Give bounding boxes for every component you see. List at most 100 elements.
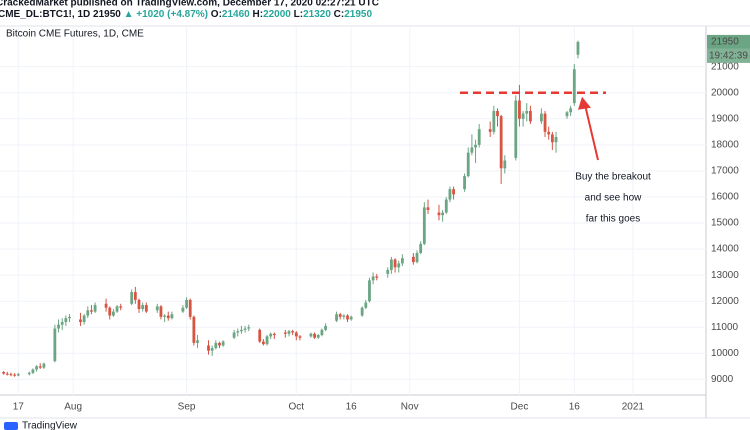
candle-body [210, 348, 214, 351]
candle-body [349, 316, 353, 320]
y-tick-label: 13000 [711, 270, 739, 281]
candle-body [155, 306, 159, 311]
candle-body [247, 327, 251, 329]
candle-body [342, 315, 346, 317]
candle-body [265, 336, 269, 345]
candle-body [543, 113, 547, 132]
candle-body [104, 303, 108, 308]
candle-body [518, 100, 521, 119]
candle-body [130, 292, 134, 304]
candle-body [111, 311, 115, 316]
candle-body [364, 302, 368, 308]
annotation-text: far this goes [586, 214, 640, 225]
candle-body [119, 306, 123, 308]
y-tick-label: 17000 [711, 166, 739, 177]
candle-body [232, 332, 236, 338]
header-part: 21950 [344, 9, 372, 20]
candle-body [547, 131, 551, 135]
candle-body [488, 129, 492, 132]
candle-body [444, 199, 448, 213]
x-tick-label: 17 [13, 402, 25, 413]
candle-body [294, 332, 298, 337]
candle-body [426, 207, 430, 210]
candle-body [539, 113, 543, 122]
candle-body [554, 137, 558, 143]
header-part: 22000 [263, 9, 291, 20]
candle-body [133, 292, 137, 300]
countdown-tag [707, 48, 750, 63]
candle-body [13, 374, 17, 376]
candle-body [57, 324, 60, 329]
candle-body [53, 328, 57, 362]
candle-body [218, 342, 221, 346]
candle-body [411, 256, 415, 263]
candle-body [93, 305, 97, 312]
candle-body [474, 144, 477, 148]
candle-body [258, 329, 262, 342]
candle-body [492, 110, 496, 132]
candle-body [496, 110, 499, 117]
candle-body [115, 306, 119, 312]
candle-body [452, 189, 455, 195]
candle-body [170, 314, 174, 319]
candle-body [16, 374, 20, 376]
candle-body [192, 316, 196, 343]
header-part: L: [291, 9, 303, 20]
candle-body [525, 110, 529, 114]
x-tick-label: Dec [511, 402, 529, 413]
candle-body [390, 259, 393, 270]
candle-body [393, 259, 397, 268]
x-tick-label: Nov [401, 402, 419, 413]
candle-body [346, 315, 349, 320]
footer-logo: TradingView [4, 421, 78, 430]
candle-body [448, 189, 452, 200]
footer-text: TradingView [22, 421, 78, 430]
candle-body [576, 41, 580, 55]
candle-body [86, 310, 90, 316]
x-tick-label: Sep [178, 402, 196, 413]
arrow-head [578, 96, 591, 110]
candle-body [565, 112, 569, 117]
y-tick-label: 16000 [711, 192, 739, 203]
candle-body [90, 310, 93, 312]
candle-body [38, 366, 42, 368]
price-tag [707, 34, 750, 49]
candle-body [185, 299, 188, 308]
candle-body [309, 333, 313, 337]
header-part: O: [208, 9, 222, 20]
candle-body [338, 314, 342, 317]
candle-body [141, 305, 145, 310]
candle-body [499, 116, 503, 169]
candle-body [291, 331, 295, 333]
header-part: H: [250, 9, 263, 20]
candle-body [144, 305, 148, 312]
x-tick-label: Oct [289, 402, 305, 413]
candle-body [240, 329, 243, 332]
y-tick-label: 15000 [711, 218, 739, 229]
candle-body [27, 372, 31, 375]
candle-body [163, 315, 167, 317]
candle-body [371, 276, 375, 281]
logo-icon [4, 422, 18, 430]
candle-body [514, 100, 518, 158]
candle-body [375, 276, 379, 278]
candle-body [313, 333, 316, 338]
candle-body [441, 212, 445, 216]
candle-body [214, 342, 218, 349]
arrow-shaft [584, 104, 599, 161]
chart-title: Bitcoin CME Futures, 1D, CME [6, 29, 144, 40]
candle-body [463, 176, 466, 190]
annotation-text: and see how [585, 193, 642, 204]
candle-body [82, 315, 86, 323]
header-part: C: [331, 9, 344, 20]
candle-body [31, 369, 35, 373]
annotation-text: Buy the breakout [575, 172, 651, 183]
candle-body [529, 110, 532, 122]
candle-body [550, 134, 554, 143]
candle-body [477, 129, 481, 145]
candle-body [470, 147, 474, 153]
candle-body [437, 212, 441, 216]
y-tick-label: 11000 [711, 322, 739, 333]
header-part: ▲ +1020 (+4.87%) [124, 9, 208, 20]
publish-line: CrackedMarket published on TradingView.c… [0, 0, 379, 9]
